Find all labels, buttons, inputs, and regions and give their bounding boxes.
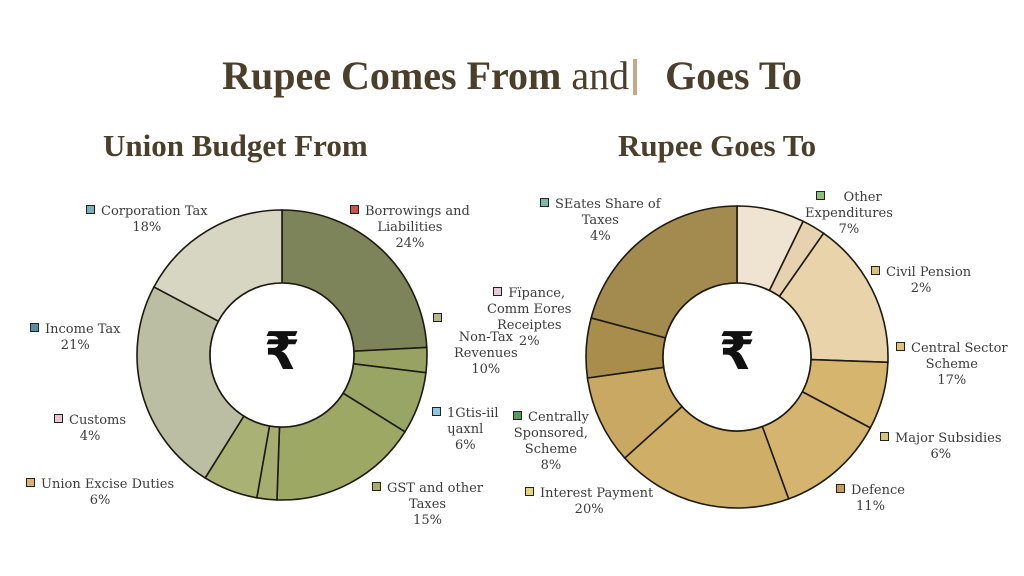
- legend-swatch-icon: [836, 484, 845, 493]
- legend-label: Other Expenditures 7%: [805, 190, 893, 237]
- legend-swatch-icon: [26, 478, 35, 487]
- legend-label: Union Excise Duties 6%: [26, 477, 174, 509]
- legend-swatch-icon: [432, 407, 441, 416]
- legend-label: Civil Pension 2%: [871, 265, 971, 297]
- legend-swatch-icon: [880, 432, 889, 441]
- legend-swatch-icon: [433, 313, 442, 322]
- title-part-1: Rupee Comes From: [222, 53, 562, 98]
- legend-swatch-icon: [493, 287, 503, 296]
- legend-label: Corporation Tax 18%: [86, 204, 208, 236]
- legend-label: 1Gtis-iil ɥaxnl 6%: [432, 406, 499, 454]
- legend-label: Income Tax 21%: [30, 322, 121, 354]
- legend-label: SEates Share of Taxes 4%: [540, 197, 661, 245]
- legend-label: GST and other Taxes 15%: [372, 481, 483, 529]
- legend-swatch-icon: [513, 411, 522, 420]
- legend-label: Central Sector Scheme 17%: [896, 341, 1008, 389]
- donut-income: [136, 209, 428, 501]
- legend-swatch-icon: [871, 266, 880, 275]
- legend-swatch-icon: [540, 198, 549, 207]
- rupee-icon: ₹: [263, 322, 301, 382]
- legend-swatch-icon: [54, 414, 63, 423]
- legend-label: Fïpance, Comm Eores Receiptes 2%: [487, 286, 572, 349]
- chart-title-expenditure: Rupee Goes To: [618, 128, 817, 163]
- legend-swatch: [433, 312, 448, 328]
- legend-swatch-icon: [896, 342, 905, 351]
- legend-label: Major Subsidies 6%: [880, 431, 1002, 463]
- rupee-icon: ₹: [718, 322, 756, 382]
- legend-swatch-icon: [372, 482, 381, 491]
- donut-expenditure: [585, 205, 889, 509]
- title-part-2: and: [571, 53, 630, 98]
- legend-swatch-icon: [816, 191, 826, 200]
- legend-label: Interest Payment 20%: [525, 486, 653, 518]
- legend-label: Defence 11%: [836, 483, 905, 515]
- main-title: Rupee Comes From and Goes To: [0, 52, 1024, 99]
- legend-label: Customs 4%: [54, 413, 126, 445]
- legend-swatch-icon: [86, 205, 95, 214]
- legend-label: Centrally Sponsored, Scheme 8%: [513, 410, 589, 473]
- legend-swatch-icon: [30, 323, 39, 332]
- chart-title-income: Union Budget From: [103, 128, 368, 163]
- legend-swatch-icon: [525, 487, 534, 496]
- title-part-3: Goes To: [665, 53, 802, 98]
- title-divider: [633, 59, 638, 95]
- legend-swatch-icon: [350, 205, 359, 214]
- legend-label: Borrowings and Liabilities 24%: [350, 204, 470, 252]
- legend-label: Non-Tax Revenues 10%: [454, 330, 518, 377]
